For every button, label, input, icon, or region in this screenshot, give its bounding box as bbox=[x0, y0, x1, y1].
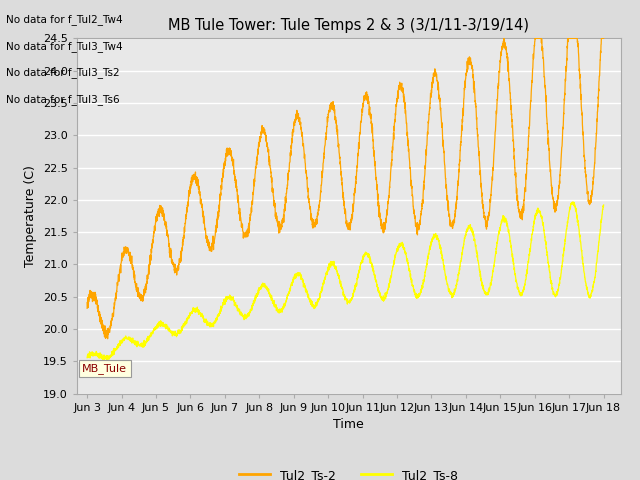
Text: MB_Tule: MB_Tule bbox=[82, 363, 127, 374]
Text: No data for f_Tul3_Ts2: No data for f_Tul3_Ts2 bbox=[6, 67, 120, 78]
X-axis label: Time: Time bbox=[333, 418, 364, 431]
Legend: Tul2_Ts-2, Tul2_Ts-8: Tul2_Ts-2, Tul2_Ts-8 bbox=[234, 464, 463, 480]
Text: No data for f_Tul3_Tw4: No data for f_Tul3_Tw4 bbox=[6, 41, 123, 52]
Title: MB Tule Tower: Tule Temps 2 & 3 (3/1/11-3/19/14): MB Tule Tower: Tule Temps 2 & 3 (3/1/11-… bbox=[168, 18, 529, 33]
Text: No data for f_Tul3_Ts6: No data for f_Tul3_Ts6 bbox=[6, 94, 120, 105]
Text: No data for f_Tul2_Tw4: No data for f_Tul2_Tw4 bbox=[6, 14, 123, 25]
Y-axis label: Temperature (C): Temperature (C) bbox=[24, 165, 37, 267]
